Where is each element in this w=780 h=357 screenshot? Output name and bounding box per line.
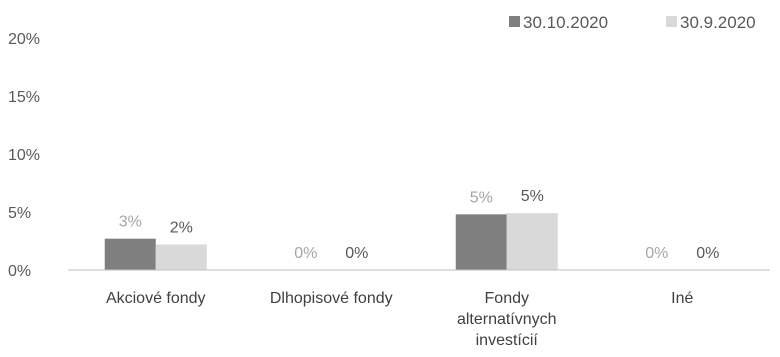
- x-axis: Akciové fondy Dlhopisové fondy Fondy altern…: [106, 290, 694, 349]
- legend: 30.10.2020 30.9.2020: [509, 13, 756, 32]
- bar: [506, 213, 558, 270]
- data-label: 0%: [645, 245, 668, 262]
- y-tick-label: 5%: [8, 205, 31, 222]
- bar: [104, 238, 156, 270]
- x-tick-label: investícií: [476, 332, 539, 349]
- y-tick-label: 15%: [8, 89, 40, 106]
- x-tick-label: Fondy: [485, 290, 529, 307]
- y-axis: 0% 5% 10% 15% 20%: [8, 31, 40, 280]
- data-label: 2%: [170, 219, 193, 236]
- data-label: 0%: [294, 245, 317, 262]
- data-label: 5%: [470, 189, 493, 206]
- legend-swatch: [666, 16, 677, 27]
- y-tick-label: 0%: [8, 263, 31, 280]
- data-label: 5%: [521, 188, 544, 205]
- bar: [155, 244, 207, 270]
- data-label: 0%: [345, 245, 368, 262]
- data-label: 3%: [119, 214, 142, 231]
- y-tick-label: 10%: [8, 147, 40, 164]
- bar: [455, 214, 507, 270]
- data-labels: 3% 2% 0% 0% 5% 5% 0% 0%: [119, 188, 720, 262]
- legend-swatch: [509, 16, 520, 27]
- y-tick-label: 20%: [8, 31, 40, 48]
- bars: [104, 213, 558, 270]
- x-tick-label: Akciové fondy: [106, 290, 206, 307]
- x-tick-label: alternatívnych: [457, 311, 557, 328]
- x-tick-label: Iné: [671, 290, 693, 307]
- data-label: 0%: [696, 245, 719, 262]
- x-tick-label: Dlhopisové fondy: [270, 290, 393, 307]
- legend-label: 30.10.2020: [523, 13, 608, 32]
- legend-label: 30.9.2020: [680, 13, 756, 32]
